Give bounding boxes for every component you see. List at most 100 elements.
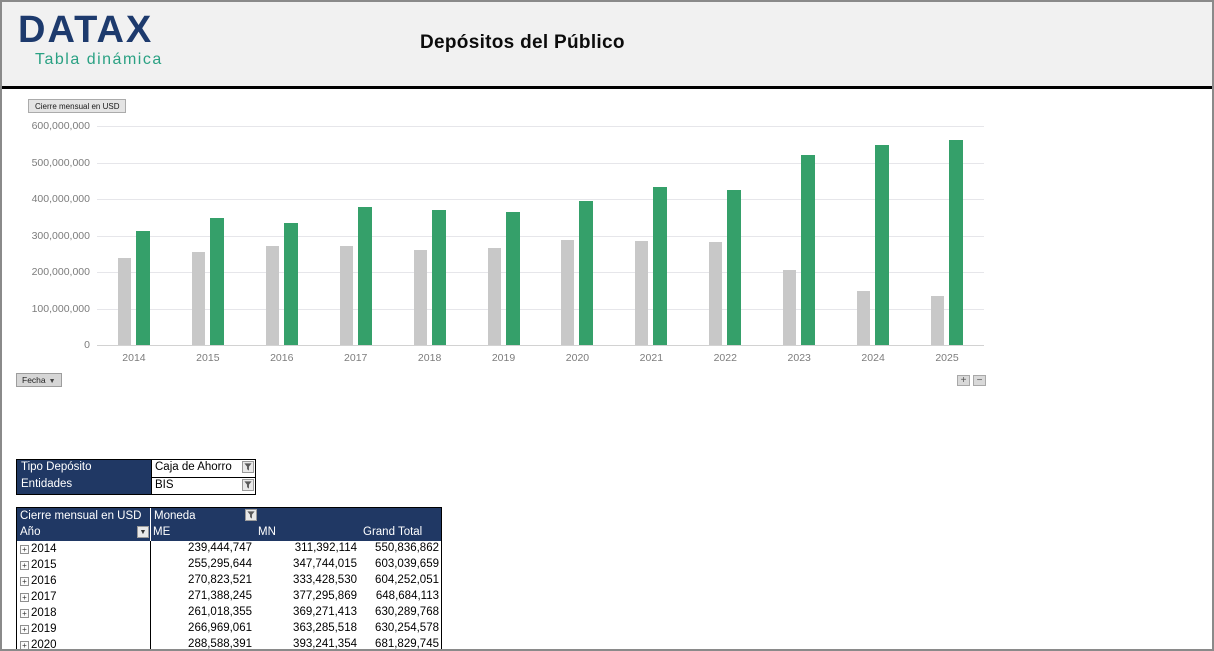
me-value-cell: 270,823,521 xyxy=(188,574,252,586)
pivot-chart: Cierre mensual en USD Fecha ▼ + − 0 100,00… xyxy=(16,96,1000,394)
x-axis-tick-label: 2020 xyxy=(565,352,590,364)
filter-field-label: Entidades xyxy=(17,477,151,494)
filter-value-cell[interactable]: Caja de Ahorro xyxy=(151,460,255,477)
x-axis-tick-label: 2024 xyxy=(861,352,885,364)
expand-icon[interactable]: + xyxy=(20,592,29,602)
pivot-header-row-2: Año ▼ ME MN Grand Total xyxy=(17,525,441,541)
x-axis-tick-label: 2021 xyxy=(639,352,664,364)
mn-value-cell: 333,428,530 xyxy=(293,574,357,586)
bar-me-2014 xyxy=(117,257,131,345)
bar-group-2021 xyxy=(614,126,688,345)
bar-mn-2020 xyxy=(579,201,594,345)
logo: DATAX Tabla dinámica xyxy=(18,10,163,69)
drill-buttons: + − xyxy=(957,375,986,386)
bar-mn-2024 xyxy=(875,145,890,345)
bar-me-2021 xyxy=(635,241,649,345)
bar-mn-2015 xyxy=(209,218,224,345)
column-header-grand-total: Grand Total xyxy=(363,526,423,538)
bar-me-2016 xyxy=(265,246,279,345)
bar-me-2020 xyxy=(561,239,575,345)
expand-icon[interactable]: + xyxy=(20,544,29,554)
x-axis-line xyxy=(97,345,984,346)
bar-group-2016 xyxy=(245,126,319,345)
bar-me-2025 xyxy=(931,296,945,345)
bar-group-2018 xyxy=(393,126,467,345)
expand-icon[interactable]: + xyxy=(20,608,29,618)
grand-total-cell: 630,254,578 xyxy=(375,622,439,634)
bar-group-2019 xyxy=(467,126,541,345)
bar-group-2025 xyxy=(910,126,984,345)
gridline xyxy=(97,272,984,273)
year-label: 2016 xyxy=(31,575,57,587)
expand-icon[interactable]: + xyxy=(20,640,29,649)
expand-field-button[interactable]: + xyxy=(957,375,970,386)
x-axis-tick-label: 2016 xyxy=(270,352,294,364)
column-header-me: ME xyxy=(153,526,171,538)
table-row-2019: +2019 266,969,061 363,285,518 630,254,578 xyxy=(17,621,441,637)
pivot-header-row-1: Cierre mensual en USD Moneda xyxy=(17,508,441,525)
bar-mn-2022 xyxy=(727,190,742,345)
mn-value-cell: 347,744,015 xyxy=(293,558,357,570)
filter-value-cell[interactable]: BIS xyxy=(151,477,255,494)
report-filters: Tipo Depósito Caja de Ahorro Entidades B… xyxy=(16,459,256,495)
bar-mn-2017 xyxy=(357,207,372,345)
grand-total-cell: 550,836,862 xyxy=(375,542,439,554)
pivot-title-cell: Cierre mensual en USD xyxy=(17,508,151,525)
bar-group-2017 xyxy=(319,126,393,345)
gridline xyxy=(97,308,984,310)
row-label-cell: +2015 xyxy=(17,557,151,573)
table-row-2017: +2017 271,388,245 377,295,869 648,684,113 xyxy=(17,589,441,605)
chart-value-field-button[interactable]: Cierre mensual en USD xyxy=(28,99,127,113)
bar-group-2024 xyxy=(836,126,910,345)
bar-group-2023 xyxy=(762,126,836,345)
bar-me-2018 xyxy=(413,249,427,345)
expand-icon[interactable]: + xyxy=(20,576,29,586)
expand-icon[interactable]: + xyxy=(20,624,29,634)
bar-group-2014 xyxy=(97,126,171,345)
mn-value-cell: 377,295,869 xyxy=(293,590,357,602)
table-row-2020: +2020 288,588,391 393,241,354 681,829,745 xyxy=(17,637,441,650)
collapse-field-button[interactable]: − xyxy=(973,375,986,386)
row-filter-dropdown-icon[interactable]: ▼ xyxy=(137,526,149,538)
bar-me-2019 xyxy=(487,247,501,345)
gridline xyxy=(97,126,984,127)
x-axis-tick-label: 2017 xyxy=(344,352,368,364)
row-label-cell: +2014 xyxy=(17,541,151,557)
x-axis-tick-label: 2014 xyxy=(122,352,146,364)
chart-axis-field-button[interactable]: Fecha ▼ xyxy=(16,373,62,387)
plot-area xyxy=(97,126,984,345)
year-label: 2014 xyxy=(31,543,57,555)
year-label: 2015 xyxy=(31,559,57,571)
axis-field-label: Fecha xyxy=(22,375,46,385)
me-value-cell: 266,969,061 xyxy=(188,622,252,634)
filter-value-text: BIS xyxy=(155,479,174,491)
grand-total-cell: 630,289,768 xyxy=(375,606,439,618)
bar-mn-2016 xyxy=(283,223,298,345)
me-value-cell: 261,018,355 xyxy=(188,606,252,618)
filter-field-label: Tipo Depósito xyxy=(17,460,151,477)
chevron-down-icon: ▼ xyxy=(48,378,56,385)
grand-total-cell: 648,684,113 xyxy=(375,590,439,602)
bar-mn-2019 xyxy=(505,212,520,345)
y-axis-tick-label: 600,000,000 xyxy=(31,120,90,132)
grand-total-cell: 603,039,659 xyxy=(375,558,439,570)
year-label: 2019 xyxy=(31,623,57,635)
grand-total-cell: 681,829,745 xyxy=(375,638,439,650)
year-label: 2018 xyxy=(31,607,57,619)
y-axis-tick-label: 200,000,000 xyxy=(31,266,90,278)
bar-me-2024 xyxy=(857,290,871,345)
x-axis-tick-label: 2023 xyxy=(787,352,811,364)
me-value-cell: 288,588,391 xyxy=(188,638,252,650)
expand-icon[interactable]: + xyxy=(20,560,29,570)
me-value-cell: 239,444,747 xyxy=(188,542,252,554)
column-field-label: Moneda xyxy=(154,510,196,522)
column-filter-funnel-icon[interactable] xyxy=(245,509,257,521)
mn-value-cell: 369,271,413 xyxy=(293,606,357,618)
filter-row-entidades: Entidades BIS xyxy=(17,477,255,494)
table-row-2015: +2015 255,295,644 347,744,015 603,039,659 xyxy=(17,557,441,573)
filter-funnel-icon[interactable] xyxy=(242,461,254,473)
pivot-row-field-cell: Año ▼ xyxy=(17,525,151,541)
filter-value-text: Caja de Ahorro xyxy=(155,461,232,473)
filter-funnel-icon[interactable] xyxy=(242,479,254,491)
